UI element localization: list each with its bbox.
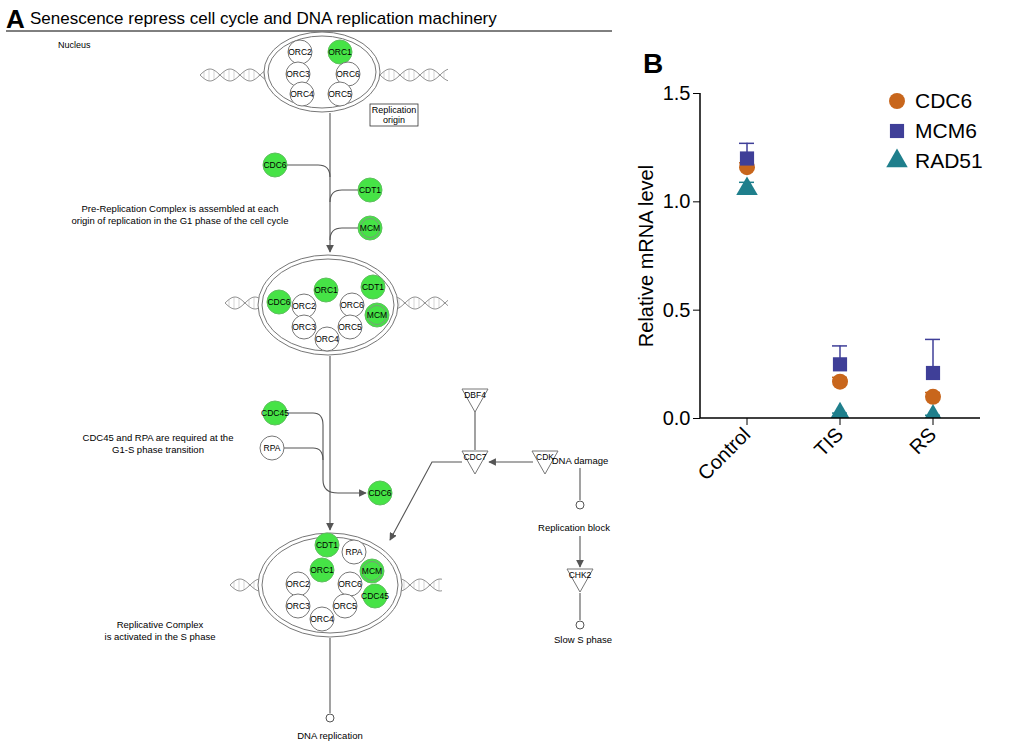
svg-text:Senescence repress cell cycle: Senescence repress cell cycle and DNA re…: [30, 9, 497, 28]
svg-text:Control: Control: [693, 423, 754, 484]
svg-text:CDC6: CDC6: [267, 297, 290, 307]
svg-text:0.0: 0.0: [663, 407, 691, 429]
svg-text:Pre-Replication Complex is ass: Pre-Replication Complex is assembled at …: [71, 203, 288, 226]
svg-text:ORC2: ORC2: [292, 301, 316, 311]
svg-text:ORC2: ORC2: [286, 579, 310, 589]
html-text:B: B: [643, 48, 664, 79]
svg-text:RPA: RPA: [264, 443, 281, 453]
svg-text:ORC5: ORC5: [333, 601, 357, 611]
svg-text:TIS: TIS: [810, 423, 848, 461]
svg-text:ORC1: ORC1: [328, 47, 352, 57]
svg-text:ORC1: ORC1: [310, 565, 334, 575]
svg-text:1.5: 1.5: [663, 82, 691, 104]
svg-text:ORC3: ORC3: [286, 69, 310, 79]
svg-text:ORC5: ORC5: [338, 322, 362, 332]
svg-text:ORC4: ORC4: [315, 334, 339, 344]
svg-text:RS: RS: [905, 423, 940, 458]
svg-text:Slow S phase: Slow S phase: [554, 634, 612, 645]
svg-text:Relative mRNA level: Relative mRNA level: [635, 165, 657, 347]
svg-text:ORC4: ORC4: [310, 614, 334, 624]
svg-text:DNA replication: DNA replication: [297, 730, 362, 741]
svg-text:MCM6: MCM6: [915, 119, 977, 142]
svg-text:Replicative Complexis activate: Replicative Complexis activated in the S…: [105, 619, 216, 642]
svg-text:ORC5: ORC5: [328, 89, 352, 99]
svg-text:CDC45: CDC45: [261, 408, 289, 418]
svg-text:Nucleus: Nucleus: [58, 40, 91, 50]
svg-text:DBF4: DBF4: [464, 390, 486, 400]
svg-text:ORC6: ORC6: [340, 300, 364, 310]
svg-text:CDC45: CDC45: [361, 591, 389, 601]
svg-text:Replicationorigin: Replicationorigin: [372, 105, 417, 125]
svg-text:ORC2: ORC2: [288, 47, 312, 57]
svg-text:CDT1: CDT1: [359, 185, 381, 195]
svg-text:CDC7: CDC7: [463, 452, 486, 462]
svg-text:CDC6: CDC6: [368, 488, 391, 498]
svg-text:DNA damage: DNA damage: [552, 455, 609, 466]
svg-text:CDC45 and RPA are required at: CDC45 and RPA are required at theG1-S ph…: [83, 432, 234, 455]
svg-text:ORC1: ORC1: [314, 285, 338, 295]
svg-text:CDC6: CDC6: [263, 160, 286, 170]
svg-text:ORC3: ORC3: [292, 322, 316, 332]
svg-text:1.0: 1.0: [663, 190, 691, 212]
svg-text:0.5: 0.5: [663, 299, 691, 321]
svg-text:ORC3: ORC3: [286, 601, 310, 611]
svg-text:ORC4: ORC4: [290, 89, 314, 99]
svg-text:CHK2: CHK2: [569, 570, 592, 580]
svg-text:MCM: MCM: [362, 566, 382, 576]
svg-text:MCM: MCM: [367, 310, 387, 320]
svg-text:ORC6: ORC6: [336, 69, 360, 79]
svg-text:CDC6: CDC6: [915, 89, 972, 112]
svg-text:CDT1: CDT1: [362, 282, 384, 292]
svg-text:RAD51: RAD51: [915, 149, 983, 172]
svg-text:CDT1: CDT1: [316, 540, 338, 550]
svg-text:MCM: MCM: [360, 223, 380, 233]
svg-text:A: A: [6, 4, 25, 34]
svg-text:Replication block: Replication block: [538, 522, 610, 533]
svg-text:ORC6: ORC6: [338, 579, 362, 589]
svg-text:RPA: RPA: [346, 547, 363, 557]
svg-text:CDK: CDK: [536, 452, 554, 462]
